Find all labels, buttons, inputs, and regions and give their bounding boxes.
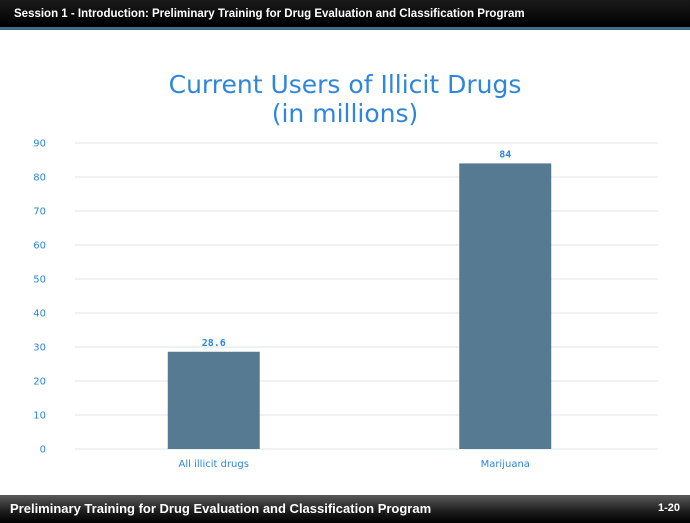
x-category-label: Marijuana [481, 459, 530, 470]
slide-footer-bar: Preliminary Training for Drug Evaluation… [0, 495, 690, 523]
data-label: 84 [499, 149, 511, 160]
data-label: 28.6 [202, 338, 226, 349]
y-tick-label: 80 [33, 173, 46, 184]
bar-0 [167, 351, 260, 449]
y-tick-label: 70 [33, 207, 46, 218]
y-tick-label: 0 [40, 445, 46, 456]
slide-footer-title: Preliminary Training for Drug Evaluation… [10, 501, 432, 516]
y-tick-label: 60 [33, 241, 46, 252]
y-tick-label: 20 [33, 377, 46, 388]
bar-1 [459, 163, 552, 449]
chart-title-line-2: (in millions) [271, 99, 419, 128]
y-tick-label: 10 [33, 411, 46, 422]
y-tick-label: 90 [33, 139, 46, 150]
bar-chart: 0 10 20 30 40 50 60 70 80 90 28.6 All illicit drugs… [33, 139, 658, 470]
chart-title: Current Users of Illicit Drugs (in milli… [0, 70, 690, 128]
slide-header-bar: Session 1 - Introduction: Preliminary Tr… [0, 0, 690, 30]
y-tick-label: 30 [33, 343, 46, 354]
y-tick-label: 50 [33, 275, 46, 286]
slide-header-title: Session 1 - Introduction: Preliminary Tr… [14, 8, 525, 20]
slide-page-number: 1-20 [657, 502, 680, 514]
chart-title-line-1: Current Users of Illicit Drugs [168, 70, 522, 99]
y-tick-label: 40 [33, 309, 46, 320]
x-category-label: All illicit drugs [179, 459, 249, 470]
